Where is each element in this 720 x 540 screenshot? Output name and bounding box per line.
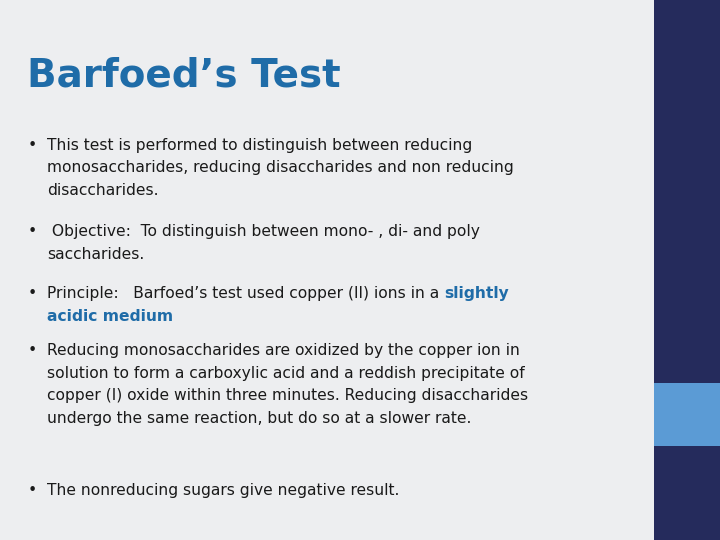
Text: monosaccharides, reducing disaccharides and non reducing: monosaccharides, reducing disaccharides … bbox=[47, 160, 513, 176]
Text: slightly: slightly bbox=[444, 286, 508, 301]
Text: •: • bbox=[27, 483, 37, 498]
Text: disaccharides.: disaccharides. bbox=[47, 183, 158, 198]
Text: This test is performed to distinguish between reducing: This test is performed to distinguish be… bbox=[47, 138, 472, 153]
Bar bbox=[654, 0, 720, 540]
Bar bbox=[654, 383, 720, 446]
Text: acidic medium: acidic medium bbox=[47, 309, 173, 324]
Text: Barfoed’s Test: Barfoed’s Test bbox=[27, 57, 341, 94]
Text: •: • bbox=[27, 224, 37, 239]
Text: •: • bbox=[27, 138, 37, 153]
Text: Objective:  To distinguish between mono- , di- and poly: Objective: To distinguish between mono- … bbox=[47, 224, 480, 239]
Text: •: • bbox=[27, 286, 37, 301]
Text: saccharides.: saccharides. bbox=[47, 247, 144, 262]
Text: Reducing monosaccharides are oxidized by the copper ion in: Reducing monosaccharides are oxidized by… bbox=[47, 343, 520, 358]
Text: copper (I) oxide within three minutes. Reducing disaccharides: copper (I) oxide within three minutes. R… bbox=[47, 388, 528, 403]
Text: •: • bbox=[27, 343, 37, 358]
Text: solution to form a carboxylic acid and a reddish precipitate of: solution to form a carboxylic acid and a… bbox=[47, 366, 525, 381]
Text: The nonreducing sugars give negative result.: The nonreducing sugars give negative res… bbox=[47, 483, 399, 498]
Text: undergo the same reaction, but do so at a slower rate.: undergo the same reaction, but do so at … bbox=[47, 411, 471, 426]
Text: Principle:   Barfoed’s test used copper (II) ions in a: Principle: Barfoed’s test used copper (I… bbox=[47, 286, 444, 301]
